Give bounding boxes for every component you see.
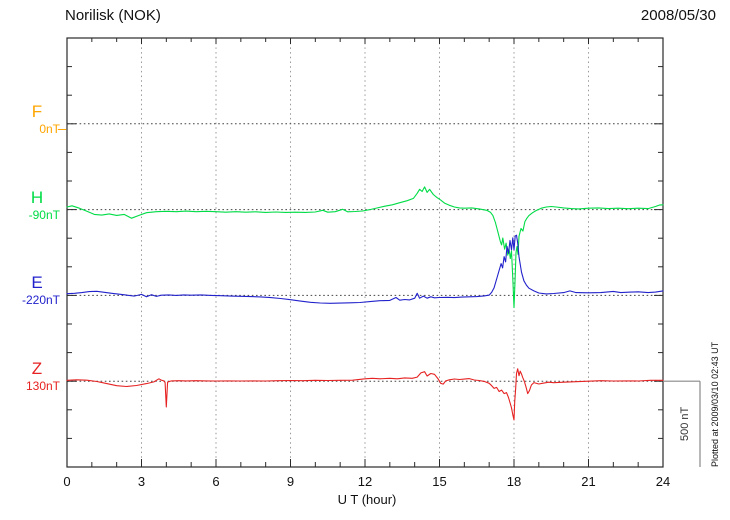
x-tick-label-24: 24 bbox=[655, 474, 671, 489]
series-letter-F: F bbox=[31, 101, 43, 121]
series-letter-Z: Z bbox=[31, 359, 43, 379]
series-baseline-value-F: 0nT bbox=[39, 121, 60, 136]
station-title: Norilisk (NOK) bbox=[65, 7, 161, 24]
plotted-at-note: Plotted at 2009/03/10 02:43 UT bbox=[710, 341, 720, 467]
plot-frame bbox=[66, 37, 664, 468]
plot-date: 2008/05/30 bbox=[640, 7, 716, 24]
x-tick-label-21: 21 bbox=[581, 474, 596, 489]
x-tick-label-0: 0 bbox=[63, 474, 71, 489]
x-tick-label-9: 9 bbox=[286, 474, 295, 489]
scale-bar-label: 500 nT bbox=[679, 406, 691, 442]
trace-E bbox=[66, 234, 664, 304]
trace-H bbox=[66, 186, 664, 309]
series-letter-H: H bbox=[30, 187, 44, 207]
series-label-F: F 0nT bbox=[14, 103, 60, 135]
x-tick-label-12: 12 bbox=[357, 474, 373, 489]
x-tick-label-6: 6 bbox=[212, 474, 220, 489]
x-axis-title: U T (hour) bbox=[337, 492, 397, 507]
x-tick-label-3: 3 bbox=[137, 474, 146, 489]
series-baseline-value-E: -220nT bbox=[21, 293, 60, 308]
series-baseline-value-Z: 130nT bbox=[25, 379, 60, 394]
series-letter-E: E bbox=[31, 273, 43, 293]
series-baseline-value-H: -90nT bbox=[28, 207, 60, 222]
x-tick-label-15: 15 bbox=[432, 474, 447, 489]
series-label-H: H -90nT bbox=[14, 189, 60, 221]
trace-Z bbox=[66, 368, 664, 421]
x-tick-label-18: 18 bbox=[506, 474, 522, 489]
series-label-Z: Z 130nT bbox=[14, 360, 60, 392]
series-label-E: E -220nT bbox=[14, 274, 60, 306]
